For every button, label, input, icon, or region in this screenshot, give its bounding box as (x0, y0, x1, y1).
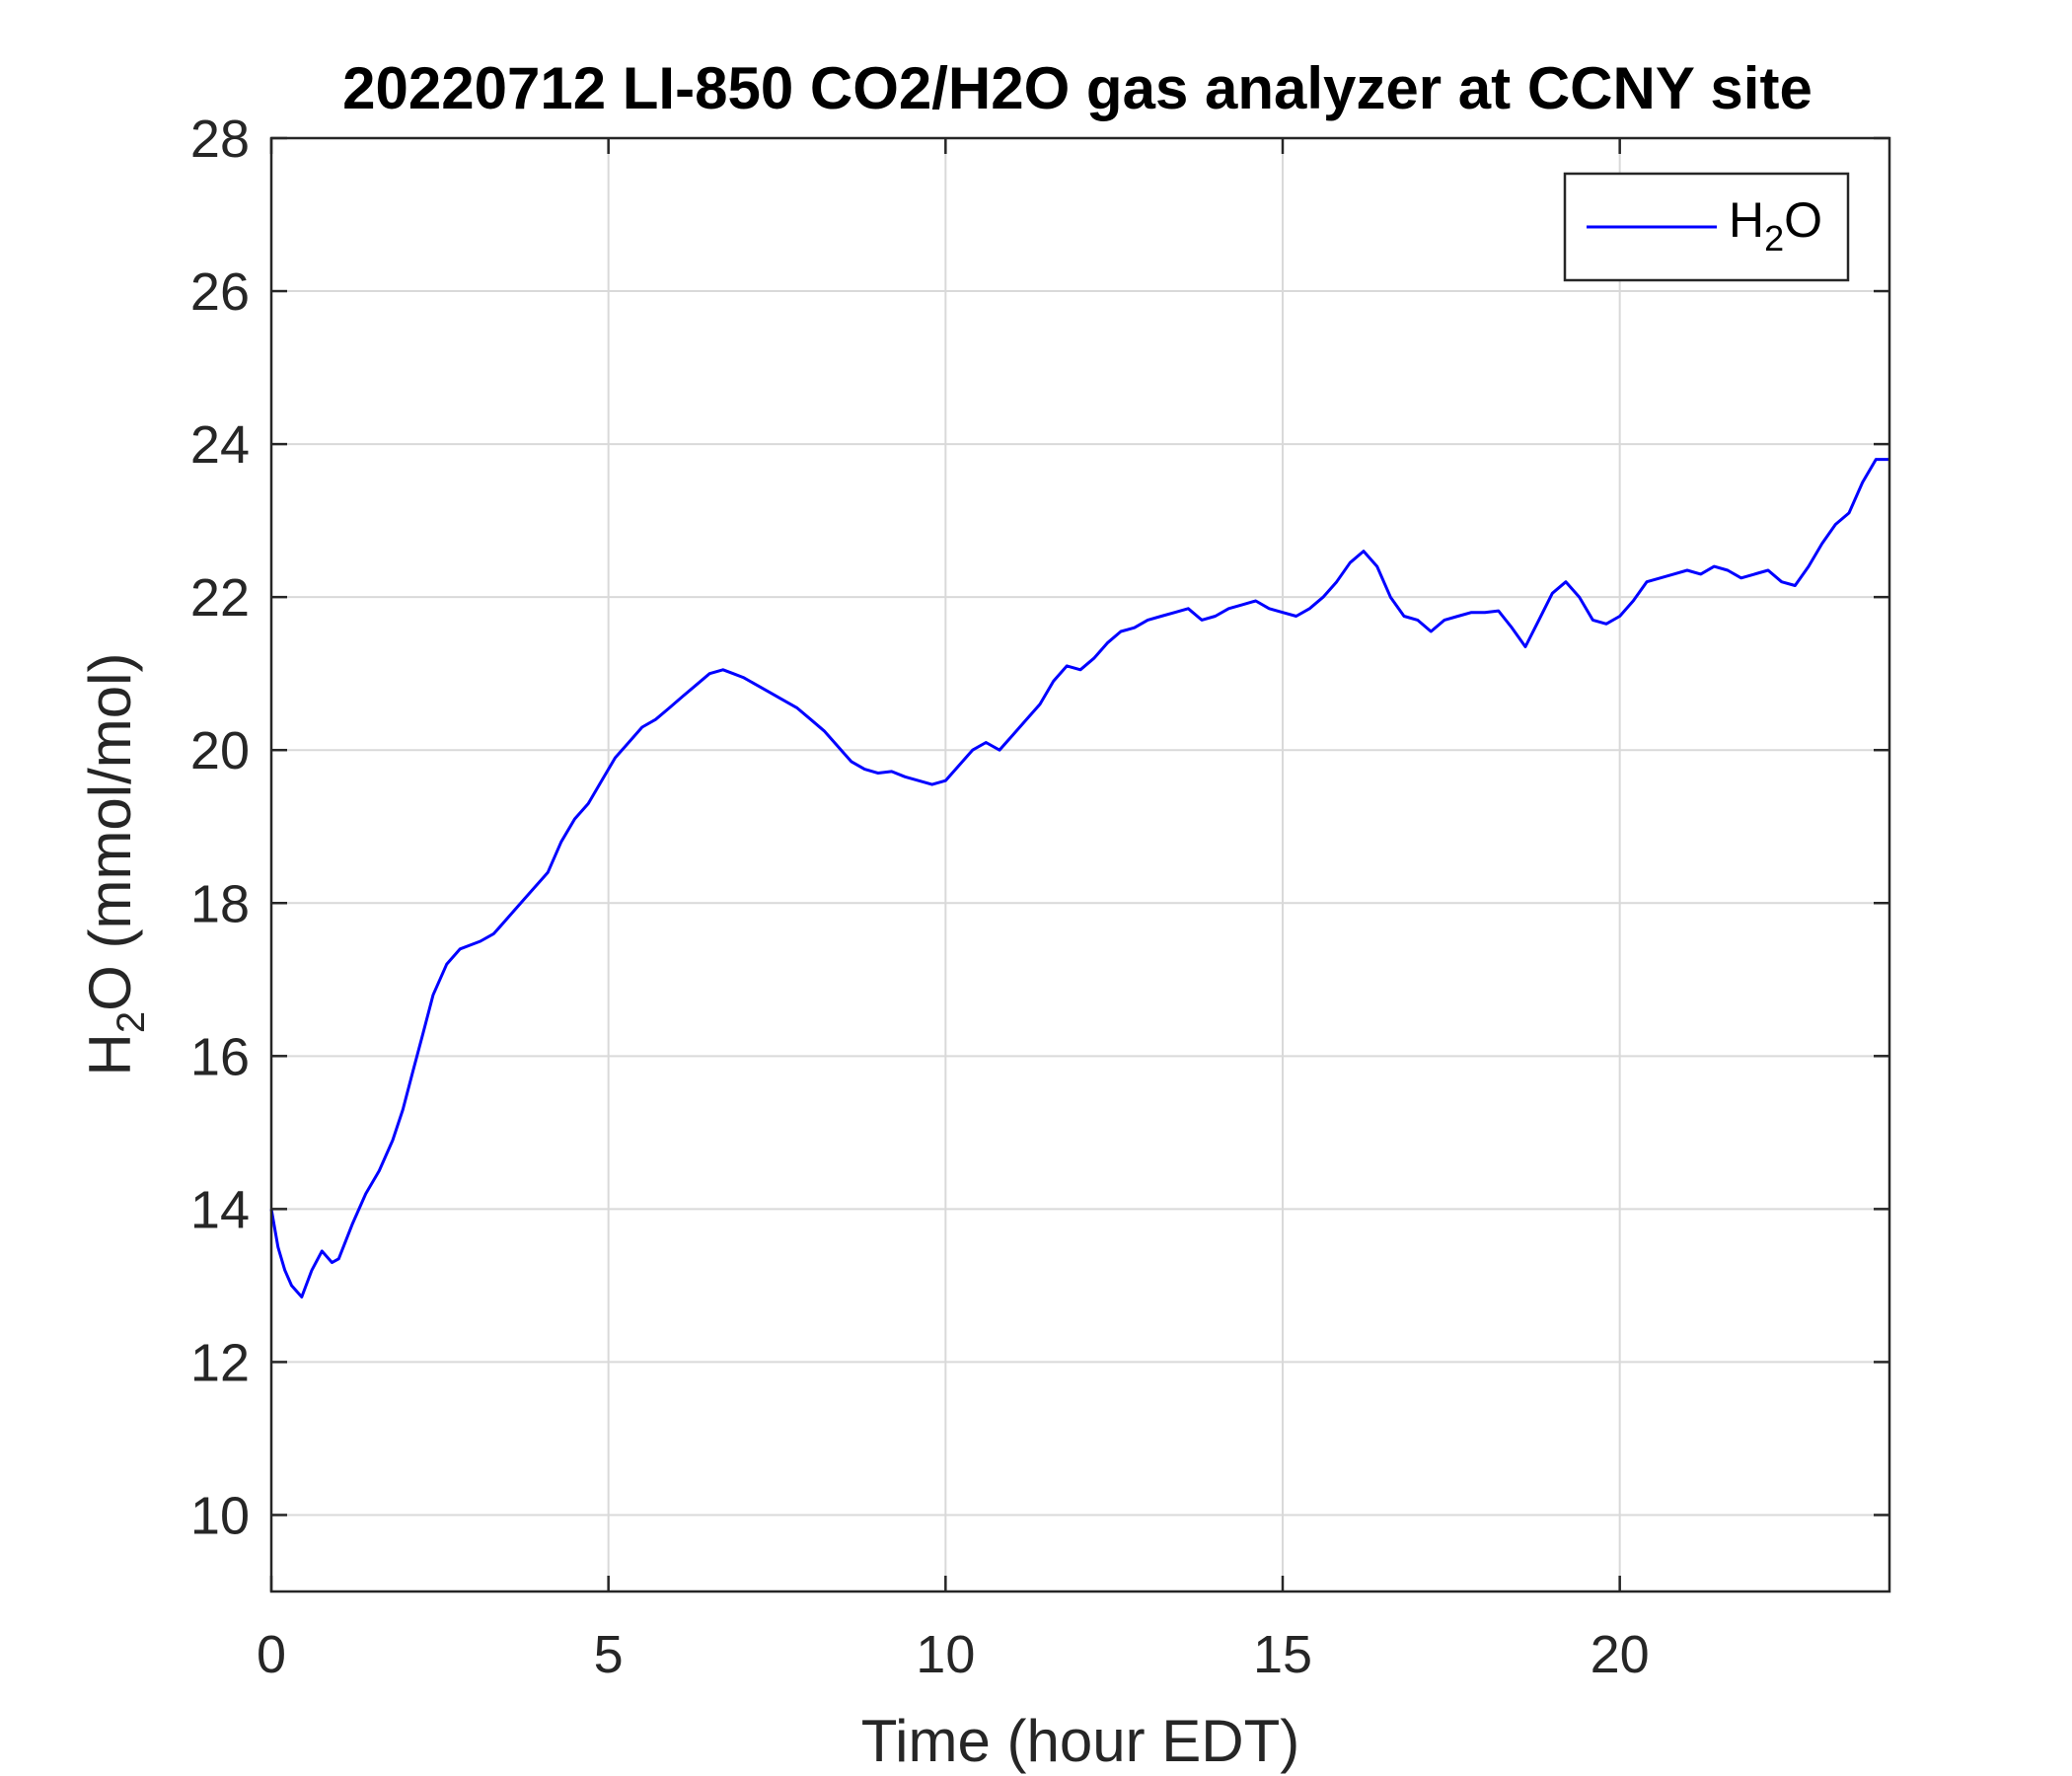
y-tick-label: 14 (190, 1180, 250, 1239)
y-tick-label: 12 (190, 1333, 250, 1392)
legend-label-h2o: H2O (1729, 192, 1822, 259)
plot-area (271, 138, 1889, 1591)
y-tick-labels: 10 12 14 16 18 20 22 24 26 28 (190, 110, 250, 1545)
x-tick-label: 10 (916, 1625, 975, 1684)
chart-title: 20220712 LI-850 CO2/H2O gas analyzer at … (342, 55, 1813, 121)
legend: H2O (1563, 172, 1850, 282)
x-axis-label: Time (hour EDT) (861, 1708, 1300, 1774)
y-tick-label: 16 (190, 1027, 250, 1086)
y-axis-label: H2O (mmol/mol) (77, 653, 153, 1076)
x-tick-label: 15 (1253, 1625, 1312, 1684)
x-tick-label: 5 (594, 1625, 624, 1684)
y-tick-label: 24 (190, 415, 250, 475)
x-tick-label: 0 (257, 1625, 286, 1684)
y-tick-label: 20 (190, 721, 250, 780)
y-tick-label: 28 (190, 110, 250, 169)
x-tick-labels: 0 5 10 15 20 (257, 1625, 1650, 1684)
y-tick-label: 22 (190, 568, 250, 628)
axis-ticks (269, 136, 1889, 1591)
x-tick-label: 20 (1591, 1625, 1650, 1684)
plot-frame (269, 136, 1891, 1593)
y-tick-label: 18 (190, 874, 250, 933)
h2o-series-line (269, 458, 1889, 1298)
y-tick-label: 10 (190, 1486, 250, 1545)
y-tick-label: 26 (190, 262, 250, 322)
grid (271, 138, 1889, 1591)
